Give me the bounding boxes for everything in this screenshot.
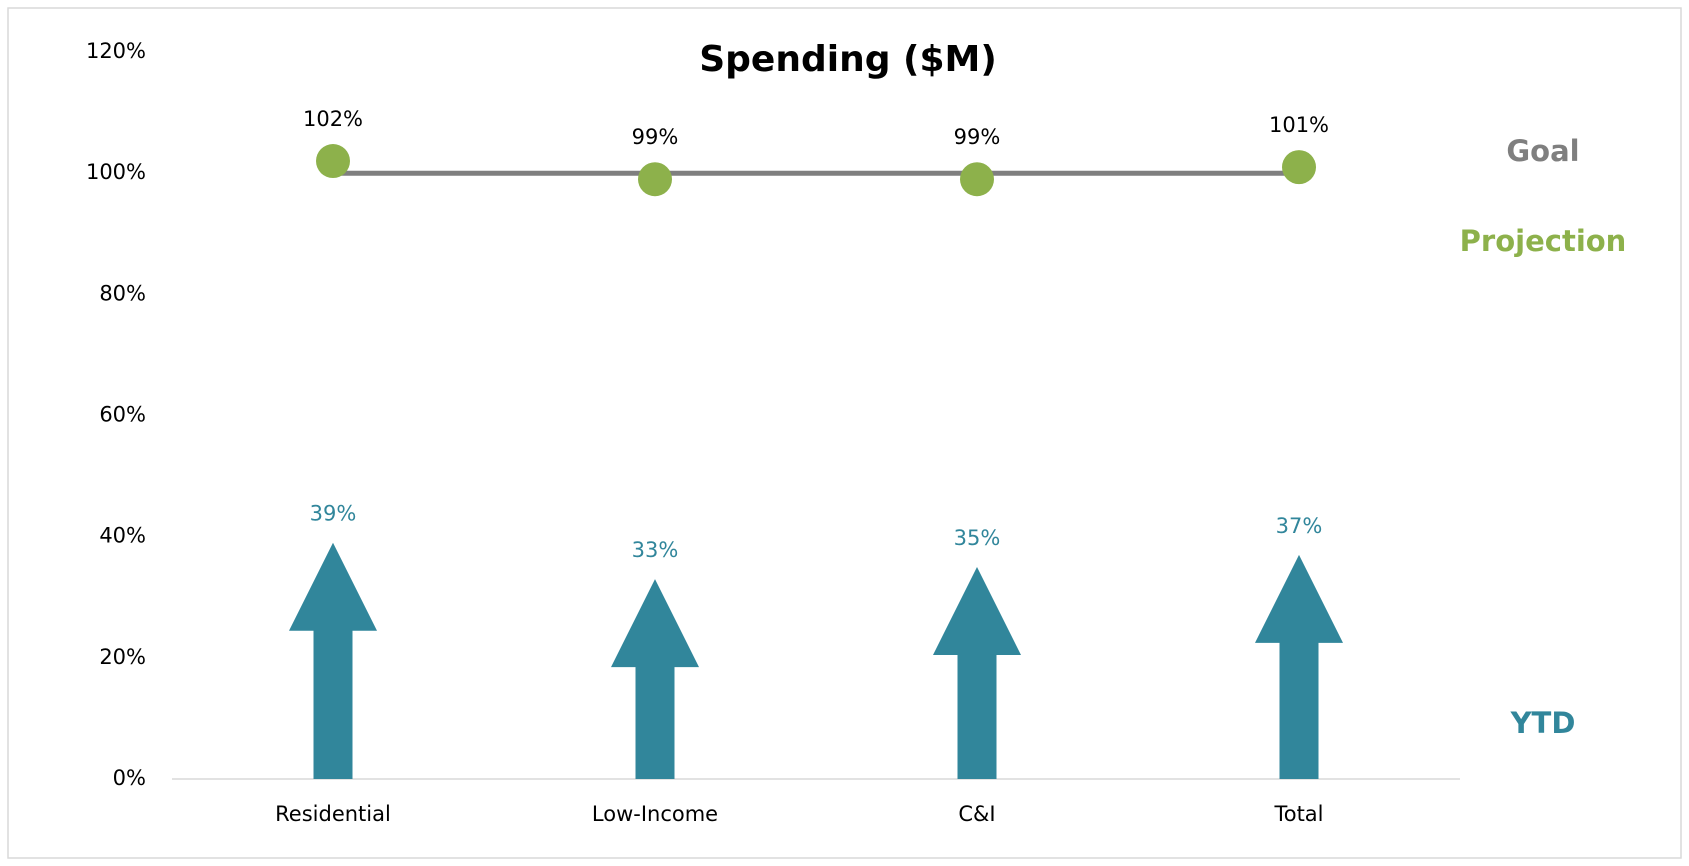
projection-marker	[638, 162, 672, 197]
ytd-arrow	[289, 542, 377, 779]
y-tick-label: 0%	[113, 766, 146, 790]
y-tick-label: 20%	[99, 645, 146, 669]
legend-label: Projection	[1460, 224, 1627, 258]
data-label: 102%	[303, 107, 363, 131]
projection-marker	[960, 162, 994, 197]
y-tick-label: 80%	[99, 281, 146, 305]
y-tick-label: 40%	[99, 524, 146, 548]
data-label: 99%	[954, 125, 1001, 149]
data-label: 35%	[954, 526, 1001, 550]
ytd-arrow	[933, 566, 1021, 779]
data-label: 37%	[1276, 514, 1323, 538]
data-label: 33%	[632, 538, 679, 562]
projection-marker	[1282, 150, 1316, 185]
data-label: 99%	[632, 125, 679, 149]
chart-frame	[7, 7, 1682, 859]
legend-label: Goal	[1506, 134, 1579, 168]
chart-title: Spending ($M)	[699, 39, 997, 80]
data-label: 101%	[1269, 113, 1329, 137]
x-tick-label: Low-Income	[592, 802, 718, 826]
legend-label: YTD	[1510, 706, 1576, 740]
ytd-arrow	[1255, 554, 1343, 779]
projection-marker	[316, 144, 350, 179]
y-tick-label: 120%	[86, 39, 146, 63]
x-tick-label: Residential	[275, 802, 391, 826]
x-tick-label: Total	[1273, 802, 1323, 826]
x-tick-label: C&I	[958, 802, 995, 826]
y-tick-label: 100%	[86, 160, 146, 184]
y-tick-label: 60%	[99, 403, 146, 427]
ytd-arrow	[611, 579, 699, 779]
data-label: 39%	[310, 502, 357, 526]
